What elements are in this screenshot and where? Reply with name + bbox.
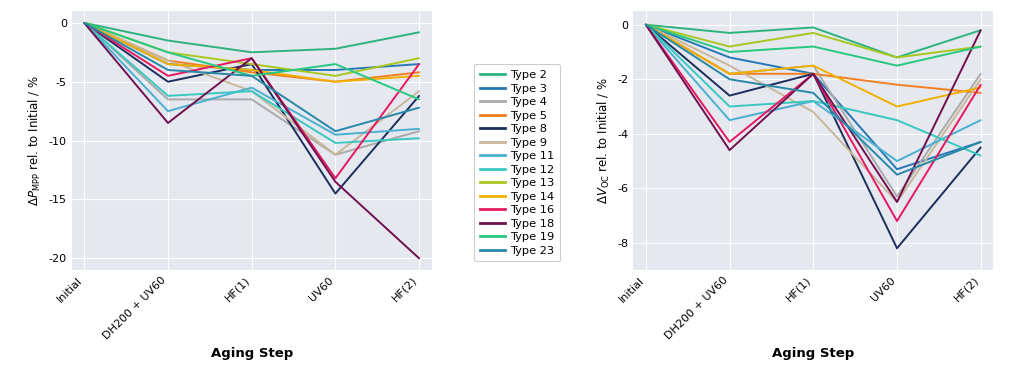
X-axis label: Aging Step: Aging Step (772, 347, 854, 360)
Y-axis label: $\Delta P_{\mathrm{MPP}}$ rel. to Initial / %: $\Delta P_{\mathrm{MPP}}$ rel. to Initia… (27, 75, 43, 206)
Legend: Type 2, Type 3, Type 4, Type 5, Type 8, Type 9, Type 11, Type 12, Type 13, Type : Type 2, Type 3, Type 4, Type 5, Type 8, … (474, 64, 560, 262)
Y-axis label: $\Delta V_{\mathrm{OC}}$ rel. to Initial / %: $\Delta V_{\mathrm{OC}}$ rel. to Initial… (596, 77, 611, 204)
X-axis label: Aging Step: Aging Step (211, 347, 293, 360)
